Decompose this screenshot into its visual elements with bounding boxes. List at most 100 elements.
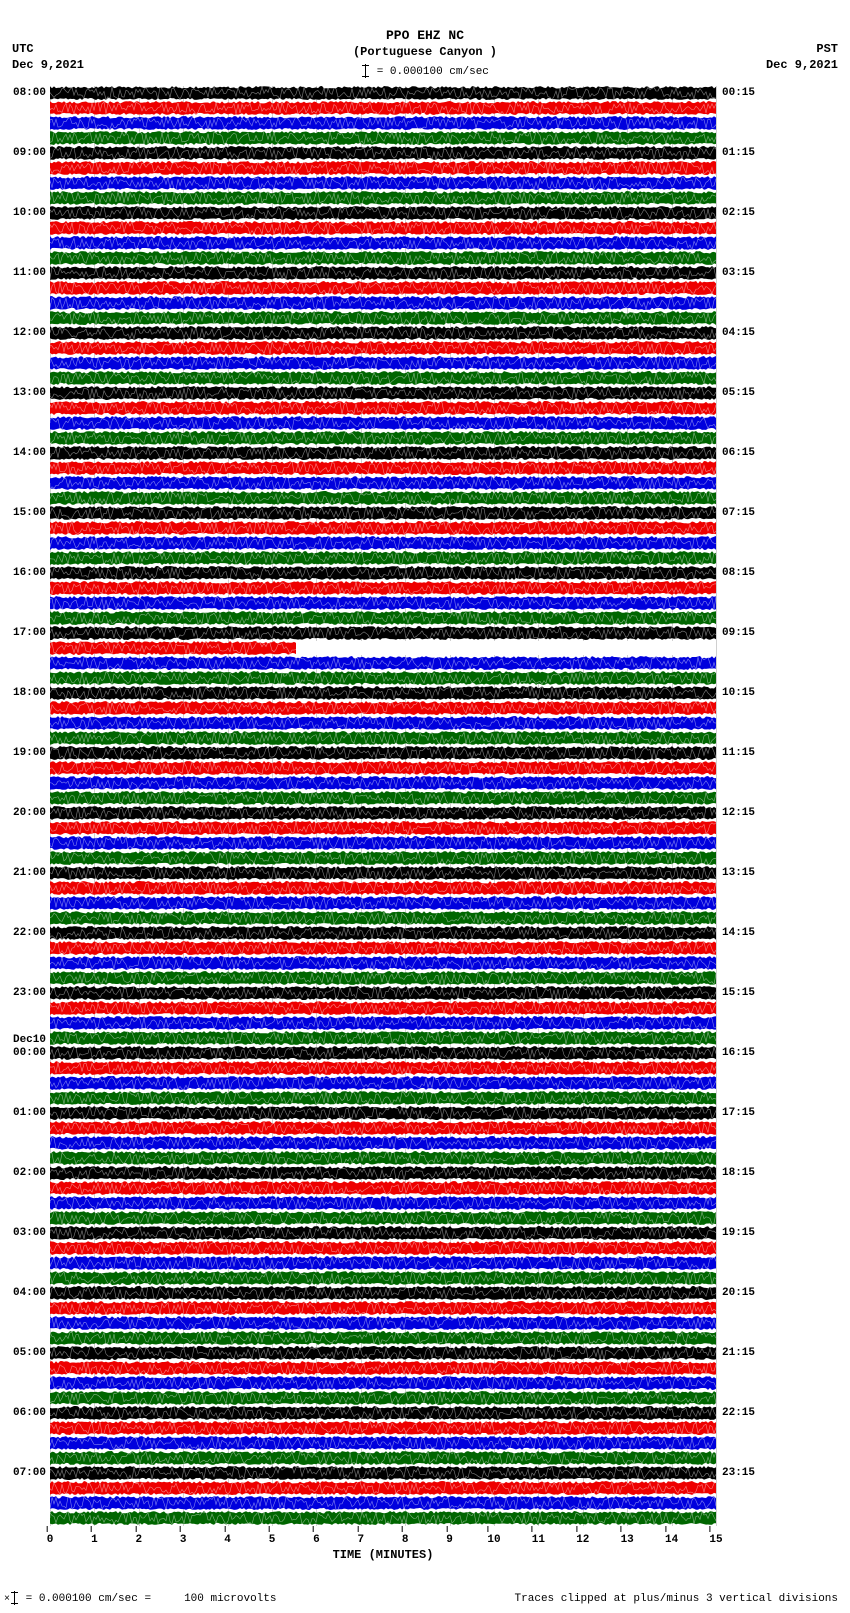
- utc-hour-label: 13:00: [13, 388, 46, 399]
- pst-hour-label: 01:15: [722, 148, 755, 159]
- seismic-trace: [50, 296, 716, 310]
- seismic-trace: [50, 476, 716, 490]
- pst-hour-label: 04:15: [722, 328, 755, 339]
- x-tick-mark: [269, 1526, 270, 1532]
- x-tick-mark: [665, 1526, 666, 1532]
- seismic-trace: [50, 941, 716, 955]
- x-tick: 14: [665, 1530, 678, 1546]
- x-tick-label: 1: [91, 1534, 98, 1546]
- x-tick-mark: [709, 1526, 710, 1532]
- seismic-trace: [50, 791, 716, 805]
- x-tick: 13: [621, 1530, 634, 1546]
- x-tick-mark: [224, 1526, 225, 1532]
- x-tick-mark: [402, 1526, 403, 1532]
- seismic-trace: [50, 1136, 716, 1150]
- utc-hour-label: 00:00: [13, 1048, 46, 1059]
- seismic-trace: [50, 1121, 716, 1135]
- seismic-trace: [50, 1286, 716, 1300]
- footer-scale: × = 0.000100 cm/sec = 100 microvolts: [4, 1591, 276, 1605]
- seismic-trace: [50, 1031, 716, 1045]
- seismic-trace: [50, 656, 716, 670]
- pst-hour-label: 20:15: [722, 1288, 755, 1299]
- seismic-trace: [50, 851, 716, 865]
- seismic-trace: [50, 386, 716, 400]
- x-tick: 11: [532, 1530, 545, 1546]
- pst-hour-label: 07:15: [722, 508, 755, 519]
- x-tick: 8: [402, 1530, 409, 1546]
- utc-hour-label: 23:00: [13, 988, 46, 999]
- seismic-trace: [50, 371, 716, 385]
- seismic-trace: [50, 881, 716, 895]
- pst-hour-label: 08:15: [722, 568, 755, 579]
- seismic-trace: [50, 101, 716, 115]
- seismic-trace: [50, 131, 716, 145]
- seismic-trace: [50, 311, 716, 325]
- gridline-vertical: [716, 86, 717, 1526]
- seismic-trace: [50, 1406, 716, 1420]
- x-tick-label: 2: [135, 1534, 142, 1546]
- seismic-trace: [50, 506, 716, 520]
- x-tick: 7: [357, 1530, 364, 1546]
- seismic-trace: [50, 746, 716, 760]
- utc-hour-label: 20:00: [13, 808, 46, 819]
- seismic-trace: [50, 1256, 716, 1270]
- seismic-trace: [50, 1211, 716, 1225]
- seismic-trace: [50, 1316, 716, 1330]
- utc-hour-label: 06:00: [13, 1408, 46, 1419]
- pst-hour-label: 22:15: [722, 1408, 755, 1419]
- seismic-trace: [50, 1496, 716, 1510]
- utc-hour-label: 11:00: [13, 268, 46, 279]
- seismic-trace: [50, 1001, 716, 1015]
- seismic-trace: [50, 1346, 716, 1360]
- seismic-trace: [50, 1061, 716, 1075]
- seismic-trace: [50, 1241, 716, 1255]
- footer-clip-note: Traces clipped at plus/minus 3 vertical …: [515, 1593, 838, 1605]
- x-tick-label: 10: [487, 1534, 500, 1546]
- seismic-trace: [50, 1481, 716, 1495]
- pst-hour-label: 10:15: [722, 688, 755, 699]
- seismic-trace: [50, 281, 716, 295]
- seismic-trace: [50, 866, 716, 880]
- seismogram-container: PPO EHZ NC (Portuguese Canyon ) = 0.0001…: [0, 0, 850, 1613]
- seismic-trace: [50, 896, 716, 910]
- seismic-trace: [50, 266, 716, 280]
- utc-hour-label: 03:00: [13, 1228, 46, 1239]
- utc-hour-label: 12:00: [13, 328, 46, 339]
- seismic-trace: [50, 821, 716, 835]
- seismic-trace: [50, 986, 716, 1000]
- x-tick-mark: [621, 1526, 622, 1532]
- tz-right-date: Dec 9,2021: [766, 58, 838, 74]
- x-tick-label: 3: [180, 1534, 187, 1546]
- tz-left-date: Dec 9,2021: [12, 58, 84, 74]
- seismic-trace: [50, 1421, 716, 1435]
- seismic-trace: [50, 806, 716, 820]
- x-tick-mark: [487, 1526, 488, 1532]
- seismic-trace: [50, 626, 716, 640]
- x-tick: 6: [313, 1530, 320, 1546]
- seismic-trace: [50, 581, 716, 595]
- utc-hour-label: 17:00: [13, 628, 46, 639]
- seismic-trace: [50, 206, 716, 220]
- seismic-trace: [50, 761, 716, 775]
- seismic-trace: [50, 836, 716, 850]
- x-tick-label: 6: [313, 1534, 320, 1546]
- seismic-trace: [50, 1166, 716, 1180]
- data-gap: [296, 641, 716, 655]
- pst-hour-labels: 00:1501:1502:1503:1504:1505:1506:1507:15…: [722, 86, 772, 1526]
- seismic-trace: [50, 566, 716, 580]
- utc-hour-label: 15:00: [13, 508, 46, 519]
- seismic-trace: [50, 521, 716, 535]
- x-tick-mark: [47, 1526, 48, 1532]
- x-tick-label: 4: [224, 1534, 231, 1546]
- pst-hour-label: 05:15: [722, 388, 755, 399]
- x-tick-label: 7: [357, 1534, 364, 1546]
- seismic-trace: [50, 221, 716, 235]
- x-tick-mark: [180, 1526, 181, 1532]
- seismic-trace: [50, 716, 716, 730]
- seismic-trace: [50, 326, 716, 340]
- utc-hour-labels: Dec1008:0009:0010:0011:0012:0013:0014:00…: [6, 86, 46, 1526]
- x-tick: 10: [487, 1530, 500, 1546]
- pst-hour-label: 02:15: [722, 208, 755, 219]
- x-tick-label: 12: [576, 1534, 589, 1546]
- utc-hour-label: 21:00: [13, 868, 46, 879]
